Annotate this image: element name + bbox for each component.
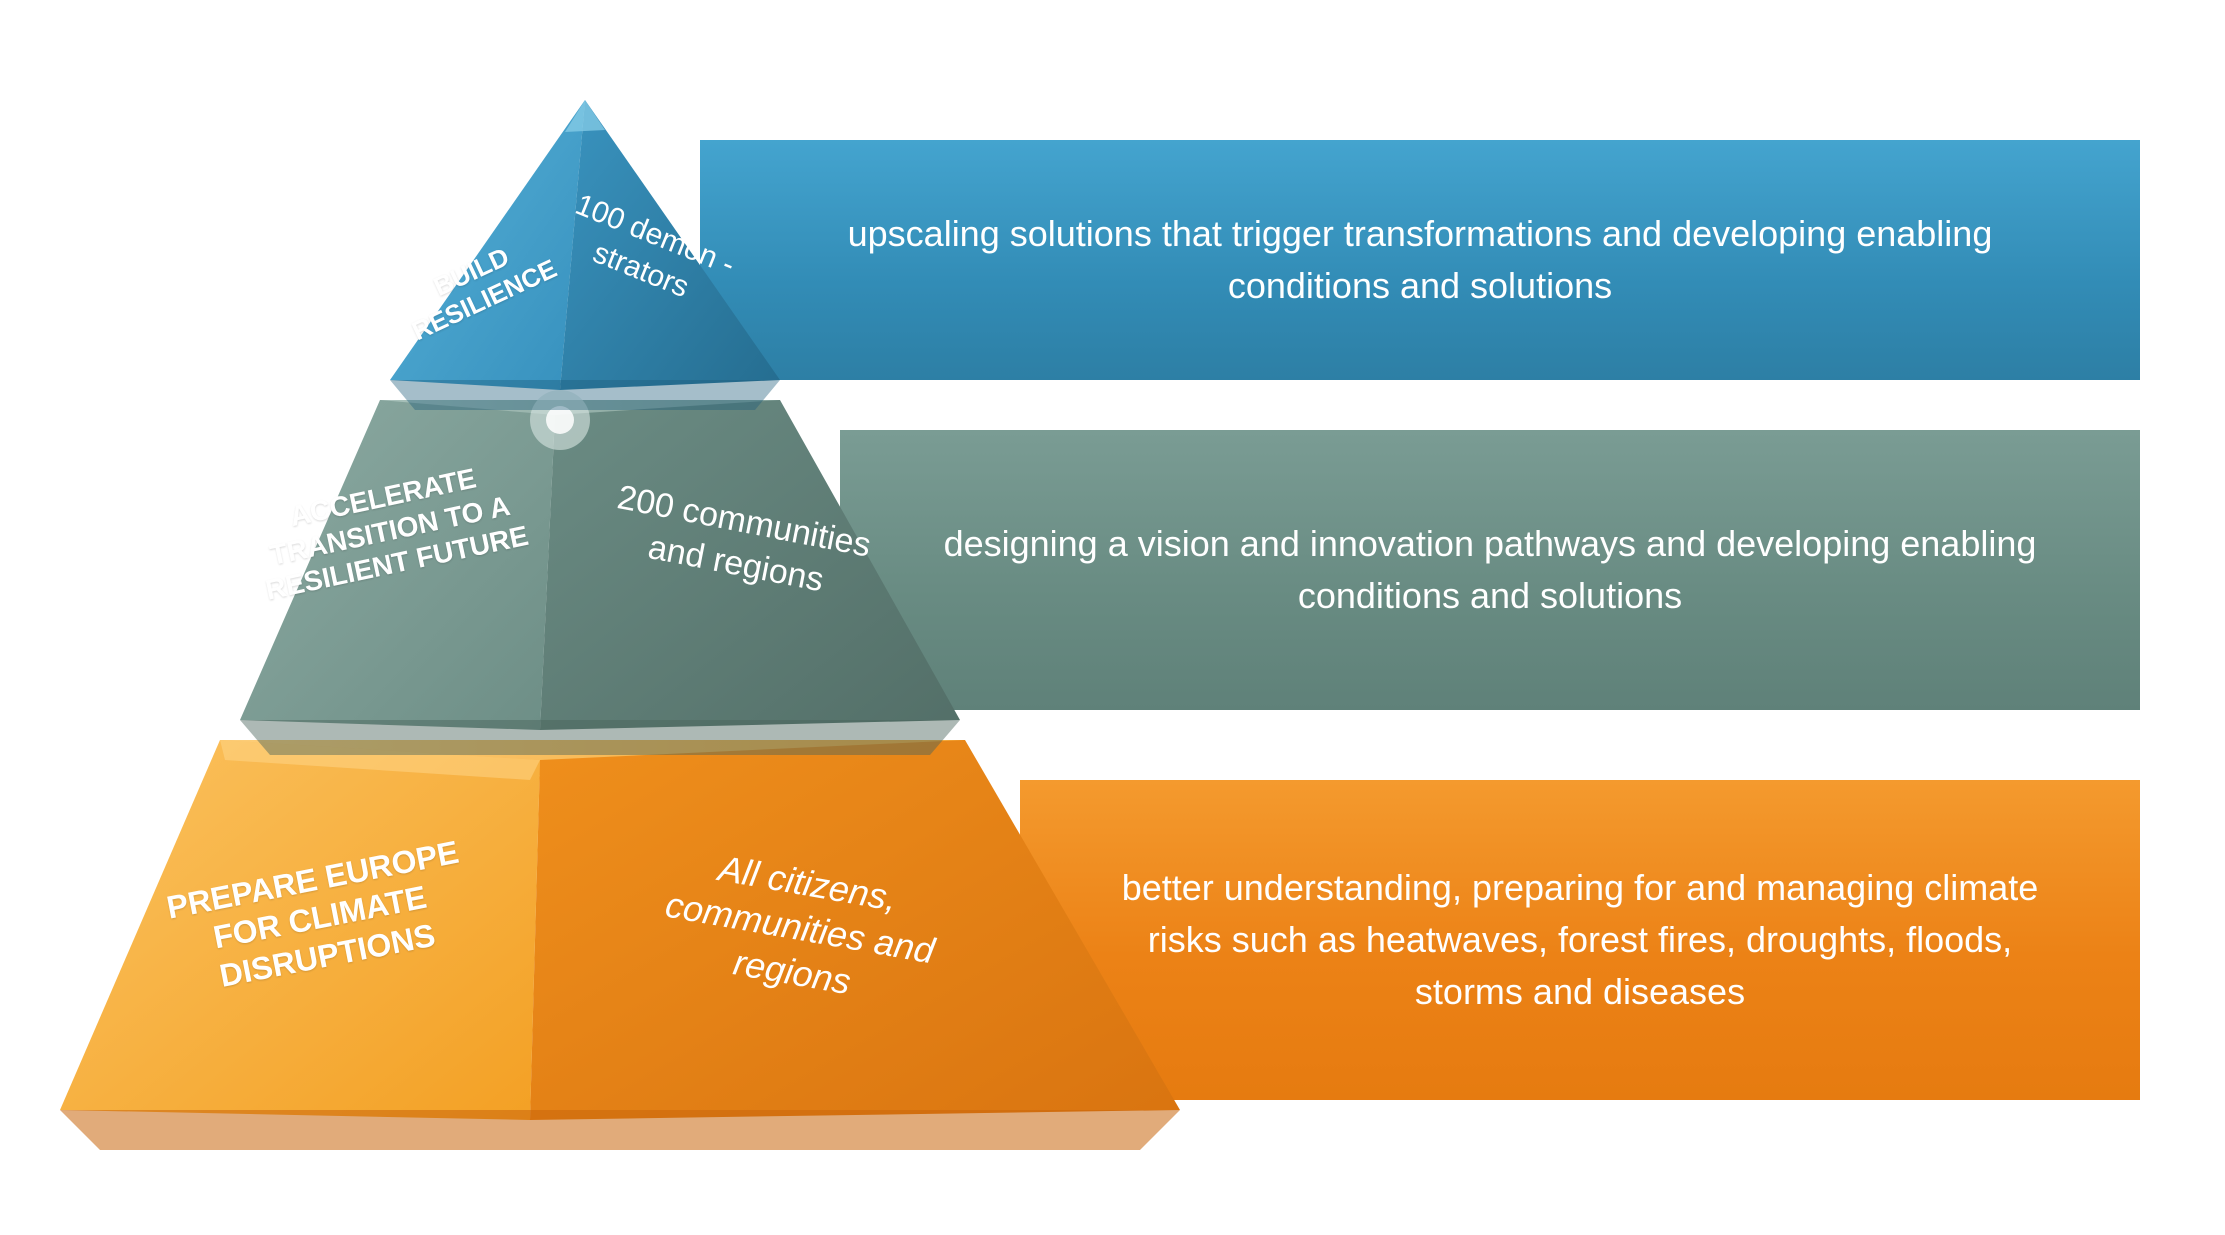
tier-middle-description: designing a vision and innovation pathwa… (920, 518, 2060, 622)
tier-top-description: upscaling solutions that trigger transfo… (780, 208, 2060, 312)
tier-top-bar: upscaling solutions that trigger transfo… (700, 140, 2140, 380)
pyramid-diagram: better understanding, preparing for and … (60, 60, 2160, 1180)
